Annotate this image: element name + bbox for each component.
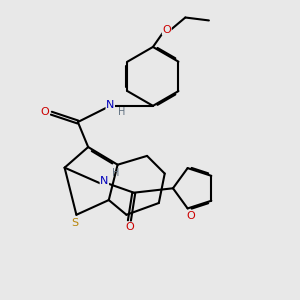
Text: O: O — [125, 222, 134, 232]
Text: H: H — [112, 168, 119, 178]
Text: S: S — [71, 218, 79, 228]
Text: N: N — [100, 176, 109, 186]
Text: H: H — [118, 107, 125, 117]
Text: N: N — [106, 100, 114, 110]
Text: O: O — [40, 107, 49, 117]
Text: O: O — [162, 25, 171, 35]
Text: O: O — [187, 211, 196, 221]
